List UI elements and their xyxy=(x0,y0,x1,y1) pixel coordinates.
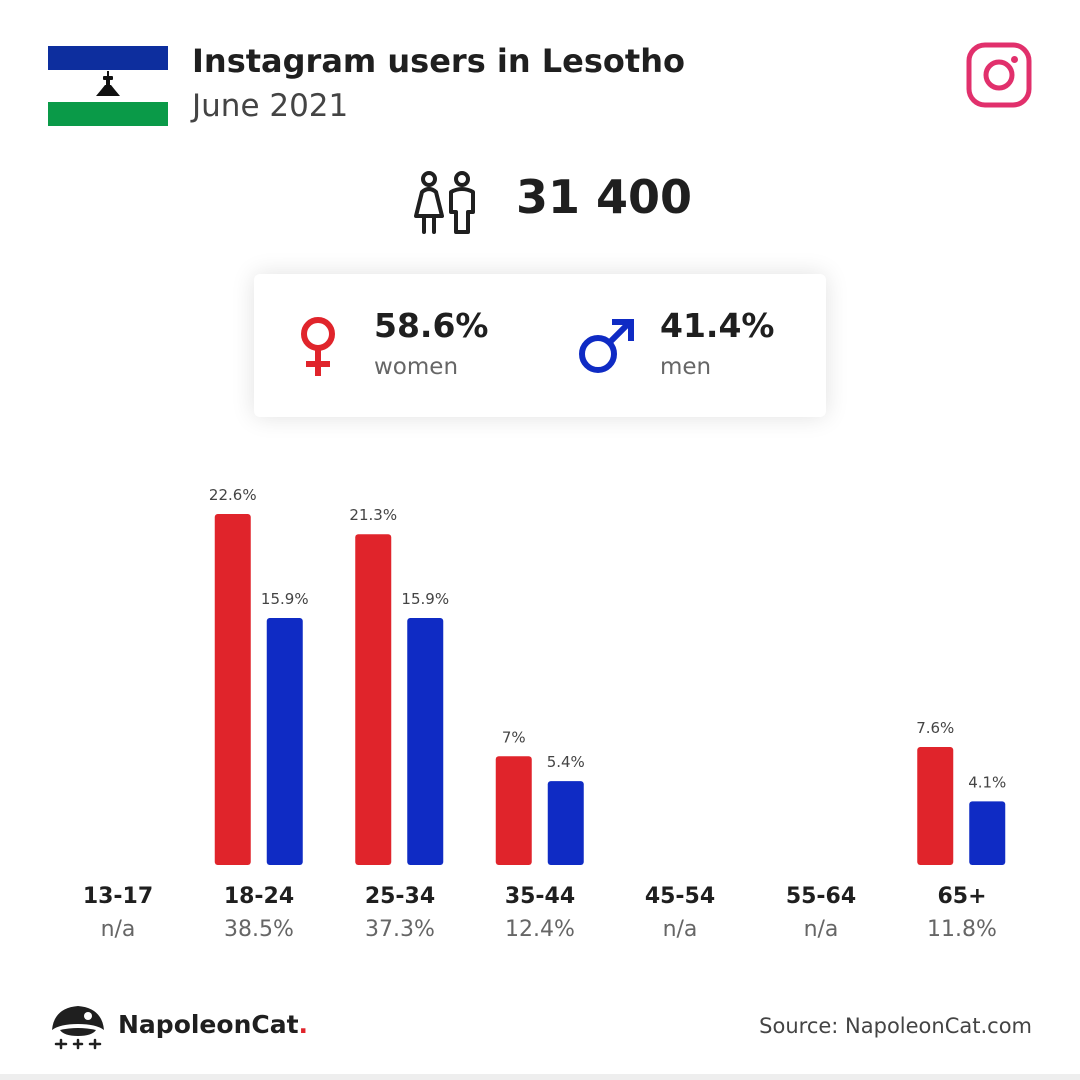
women-percent: 58.6% xyxy=(374,306,489,345)
bottom-divider xyxy=(0,1074,1080,1080)
bar-men-35-44 xyxy=(547,781,584,865)
instagram-icon xyxy=(966,42,1032,108)
page-title: Instagram users in Lesotho xyxy=(192,42,685,80)
age-label-65plus: 65+ xyxy=(937,884,987,909)
gender-card: 58.6% women 41.4% men xyxy=(254,274,826,417)
bar-value-women-25-34: 21.3% xyxy=(349,506,397,524)
bar-value-men-25-34: 15.9% xyxy=(401,590,449,608)
page-subtitle: June 2021 xyxy=(192,88,349,124)
bar-men-18-24 xyxy=(266,618,303,865)
bar-value-men-18-24: 15.9% xyxy=(261,590,309,608)
bar-value-women-35-44: 7% xyxy=(502,728,526,746)
bar-value-men-35-44: 5.4% xyxy=(547,753,585,771)
bar-women-65plus xyxy=(917,746,954,865)
age-total-13-17: n/a xyxy=(100,917,136,942)
napoleoncat-logo-icon xyxy=(52,1006,104,1050)
women-label: women xyxy=(374,354,459,380)
users-icon xyxy=(414,171,475,234)
age-total-25-34: 37.3% xyxy=(365,917,435,942)
age-label-45-54: 45-54 xyxy=(644,884,716,909)
age-bar-chart: 22.6% 15.9% 21.3% 15.9% 7% 5.4% 7.6% 4.1% xyxy=(209,486,1006,865)
bar-women-25-34 xyxy=(355,534,392,865)
men-label: men xyxy=(660,354,712,380)
bar-women-18-24 xyxy=(214,514,251,865)
lesotho-flag-icon xyxy=(48,46,168,126)
age-label-18-24: 18-24 xyxy=(223,884,295,909)
male-icon xyxy=(579,319,634,373)
bar-men-25-34 xyxy=(407,618,444,865)
age-label-13-17: 13-17 xyxy=(82,884,154,909)
age-label-55-64: 55-64 xyxy=(785,884,857,909)
brand-dot: . xyxy=(298,1010,309,1039)
bar-men-65plus xyxy=(969,801,1006,865)
age-total-55-64: n/a xyxy=(803,917,839,942)
age-total-65plus: 11.8% xyxy=(927,917,997,942)
age-total-45-54: n/a xyxy=(662,917,698,942)
age-total-18-24: 38.5% xyxy=(224,917,294,942)
age-label-25-34: 25-34 xyxy=(364,884,436,909)
female-icon xyxy=(301,317,335,376)
age-label-35-44: 35-44 xyxy=(504,884,576,909)
bar-value-women-18-24: 22.6% xyxy=(209,486,257,504)
bar-value-women-65plus: 7.6% xyxy=(916,719,954,737)
men-percent: 41.4% xyxy=(660,306,775,345)
age-total-35-44: 12.4% xyxy=(505,917,575,942)
bar-value-men-65plus: 4.1% xyxy=(968,773,1006,791)
source-text: Source: NapoleonCat.com xyxy=(759,1014,1032,1038)
brand-logo-text: NapoleonCat. xyxy=(118,1010,308,1039)
bar-women-35-44 xyxy=(495,756,532,865)
total-users: 31 400 xyxy=(516,170,693,224)
brand-name: NapoleonCat xyxy=(118,1010,299,1039)
